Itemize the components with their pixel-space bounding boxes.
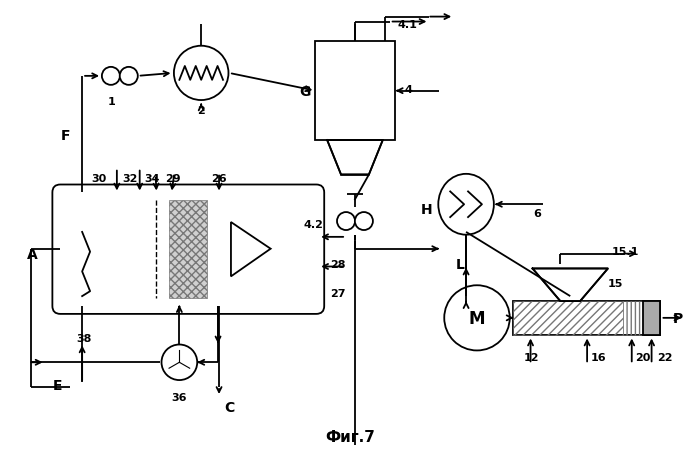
Circle shape [355,212,373,230]
FancyBboxPatch shape [52,185,324,314]
Ellipse shape [438,175,493,235]
Text: 36: 36 [172,392,187,402]
Text: G: G [299,84,310,98]
Ellipse shape [174,46,228,101]
Text: F: F [60,129,70,143]
Circle shape [162,345,197,380]
Circle shape [444,285,510,351]
Bar [315,42,395,141]
Text: 28: 28 [330,259,346,269]
Text: E: E [52,378,62,392]
Text: 2: 2 [197,106,205,116]
Text: 12: 12 [524,353,539,363]
Circle shape [102,68,120,86]
Text: 30: 30 [92,173,106,183]
Bar [623,301,643,335]
Text: 32: 32 [122,173,137,183]
Text: P: P [672,311,682,325]
Text: 6: 6 [533,209,541,219]
Circle shape [120,68,138,86]
Text: M: M [469,309,485,327]
Polygon shape [327,141,383,175]
Text: 15.1: 15.1 [612,246,640,256]
Text: 20: 20 [635,353,650,363]
Polygon shape [533,269,608,301]
Text: 1: 1 [108,97,116,106]
Circle shape [337,212,355,230]
Text: 4.1: 4.1 [398,20,417,30]
Text: C: C [224,400,234,414]
Text: 27: 27 [330,289,346,299]
Text: 15: 15 [608,279,623,289]
Text: 34: 34 [144,173,160,183]
Bar [512,301,623,335]
Text: 26: 26 [211,173,227,183]
Text: 4: 4 [405,84,412,95]
Text: 38: 38 [77,333,92,343]
Bar [512,301,659,335]
Text: L: L [456,257,465,271]
Text: 16: 16 [590,353,606,363]
Text: Фиг.7: Фиг.7 [325,429,375,444]
Text: A: A [27,247,38,261]
Polygon shape [231,222,271,277]
Text: 4.2: 4.2 [303,220,323,230]
Text: H: H [421,203,433,217]
Bar [169,201,207,299]
Text: 22: 22 [657,353,672,363]
Bar [643,301,659,335]
Text: 29: 29 [166,173,181,183]
